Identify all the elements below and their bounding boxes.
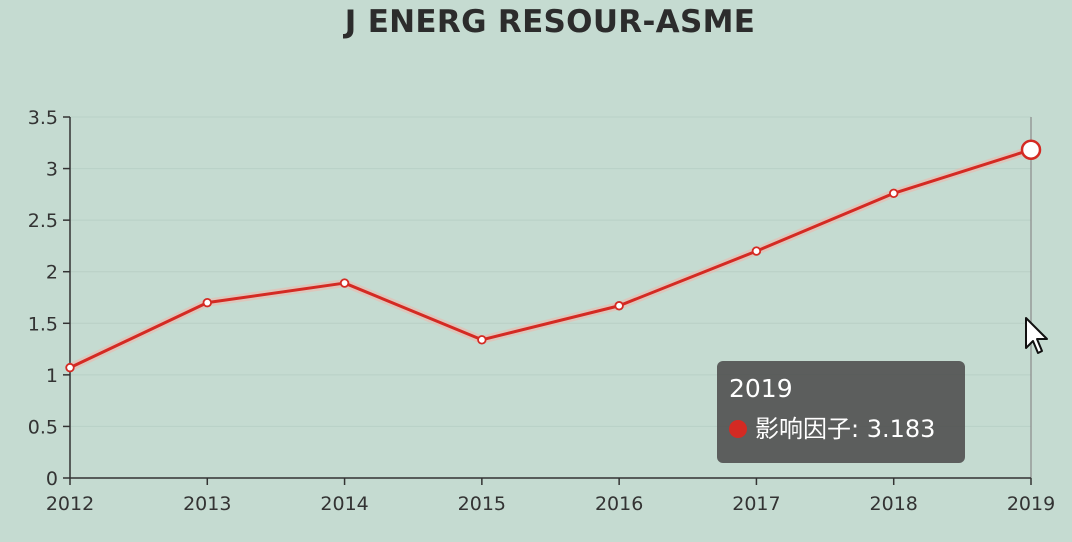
data-points (65, 139, 1042, 373)
tooltip-series-name: 影响因子 (755, 415, 851, 443)
y-tick-label: 2.5 (28, 210, 58, 232)
y-tick-label: 1 (46, 365, 58, 387)
y-tick-label: 3.5 (28, 107, 58, 129)
tooltip-row: 影响因子: 3.183 (729, 413, 953, 445)
x-tick-label: 2014 (320, 493, 368, 515)
tooltip: 2019 影响因子: 3.183 (717, 361, 965, 463)
data-point-highlighted[interactable] (1020, 139, 1042, 160)
x-tick-label: 2015 (458, 493, 506, 515)
series-line (68, 145, 1033, 372)
mouse-pointer-icon (1025, 317, 1048, 354)
x-tick-label: 2012 (46, 493, 94, 515)
data-point[interactable] (889, 188, 899, 199)
chart-title: J ENERG RESOUR-ASME (344, 4, 756, 40)
axes: 0 0.5 1 1.5 2 2.5 3 3.5 2012 2013 2014 2015 2016 2017… (28, 107, 1055, 515)
y-tick-label: 0 (46, 468, 58, 490)
x-tick-label: 2013 (183, 493, 231, 515)
x-tick-label: 2016 (595, 493, 643, 515)
y-tick-label: 0.5 (28, 416, 58, 438)
tooltip-value: 3.183 (866, 415, 936, 443)
series-line-glow (68, 145, 1033, 372)
y-tick-label: 1.5 (28, 313, 58, 335)
x-tick-label: 2017 (732, 493, 780, 515)
series-marker-icon (729, 420, 747, 438)
data-point[interactable] (614, 301, 624, 311)
series-line-path (69, 148, 1032, 369)
y-tick-label: 3 (46, 159, 58, 181)
data-point[interactable] (202, 297, 212, 308)
data-point[interactable] (339, 278, 350, 288)
x-tick-label: 2019 (1007, 493, 1055, 515)
data-point[interactable] (65, 362, 75, 373)
tooltip-separator: : (851, 415, 867, 443)
data-point[interactable] (751, 246, 762, 256)
tooltip-title: 2019 (729, 374, 793, 403)
y-tick-label: 2 (46, 262, 58, 284)
x-tick-label: 2018 (870, 493, 918, 515)
data-point[interactable] (477, 335, 487, 345)
